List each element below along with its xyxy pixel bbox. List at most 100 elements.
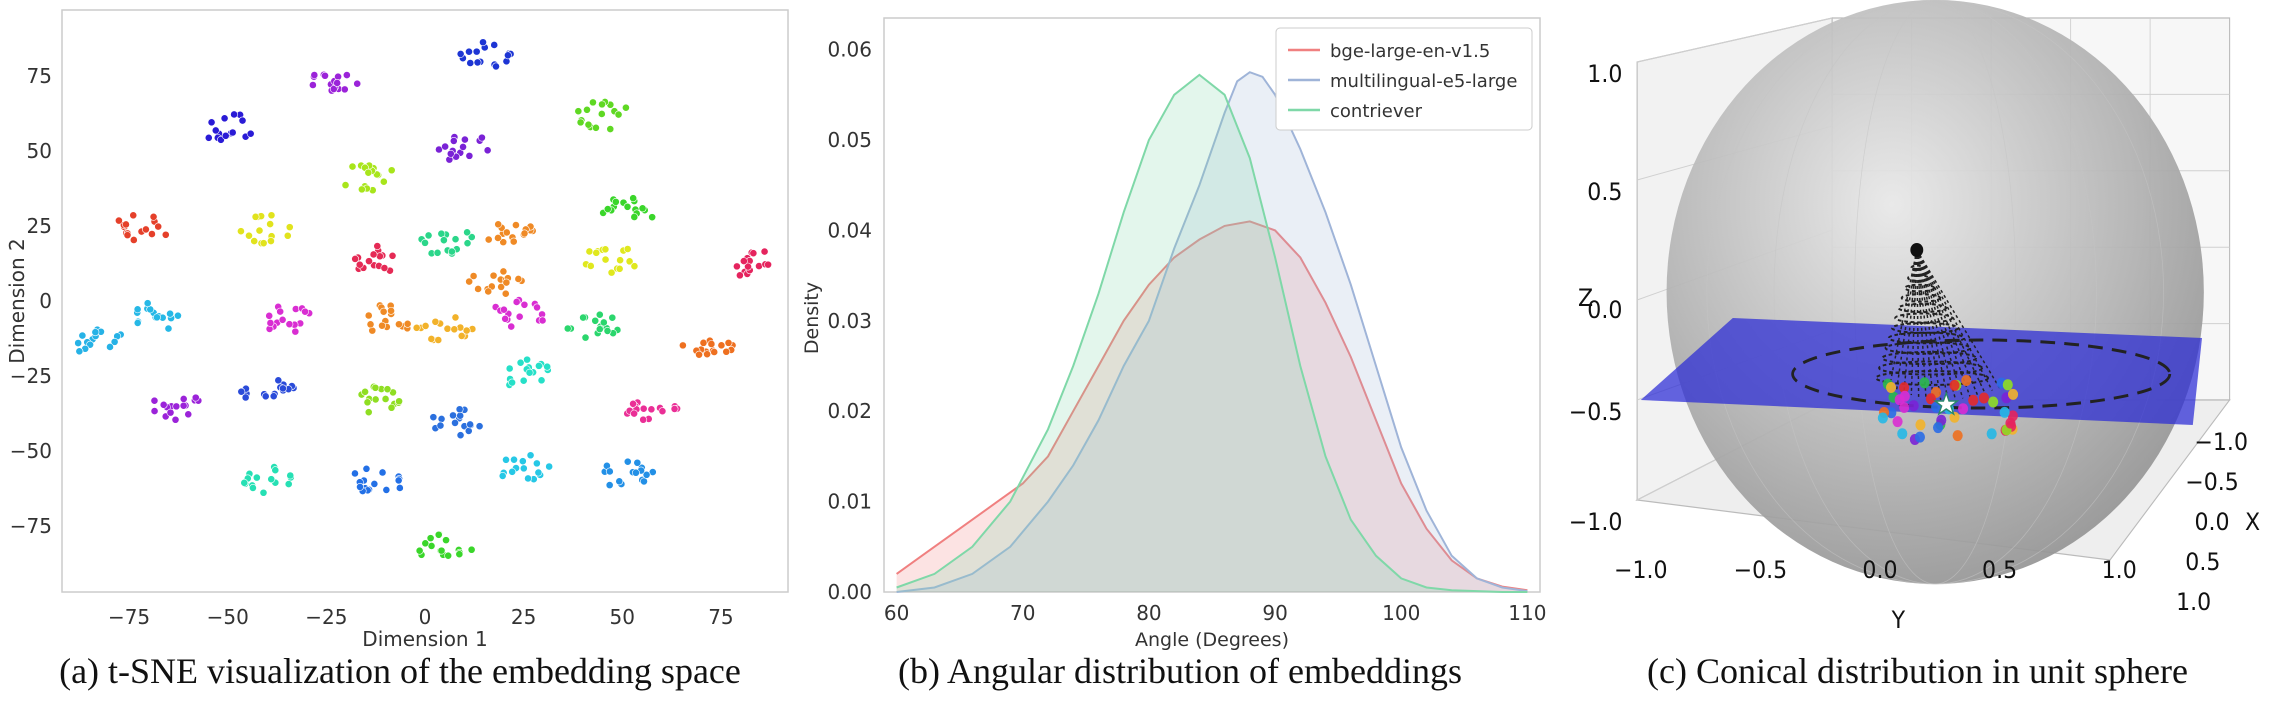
- tsne-point: [591, 316, 600, 325]
- tsne-cluster: [623, 398, 681, 424]
- sphere-meridian: [1706, 0, 2164, 585]
- cone-ring: [1887, 331, 1966, 345]
- x-tick-label: 25: [511, 605, 536, 629]
- tsne-point: [601, 255, 610, 264]
- embedding-point: [1877, 412, 1888, 424]
- tsne-point: [161, 230, 170, 239]
- cone-ray: [1916, 249, 1957, 400]
- density-area-chart: 60 70 80 90 100 110 0.00 0.01 0.02 0.03 0.04 0.05 0.…: [801, 17, 1546, 650]
- tsne-point: [129, 211, 138, 220]
- tsne-point: [421, 539, 430, 548]
- tsne-point: [499, 238, 508, 247]
- tsne-cluster: [204, 110, 255, 144]
- tsne-point: [341, 181, 350, 190]
- density-line-3: [896, 73, 1528, 593]
- tsne-point: [179, 395, 188, 403]
- tsne-point: [267, 475, 276, 484]
- tsne-point: [351, 254, 360, 263]
- cone-ray: [1916, 249, 1979, 396]
- legend-label: contriever: [1330, 101, 1423, 122]
- tsne-point: [340, 85, 349, 94]
- cone-apex-point: [1910, 243, 1924, 257]
- tsne-point: [250, 237, 259, 245]
- caption-c: (c) Conical distribution in unit sphere: [1647, 651, 2188, 691]
- tsne-point: [184, 410, 193, 419]
- legend-label: multilingual-e5-large: [1330, 71, 1517, 92]
- tsne-point: [356, 483, 364, 491]
- tsne-point: [150, 396, 159, 405]
- tsne-point: [492, 62, 500, 71]
- tsne-point: [699, 338, 708, 347]
- tsne-point: [597, 110, 606, 118]
- tsne-point: [133, 305, 142, 314]
- tsne-point: [230, 110, 239, 119]
- embedding-point: [1952, 430, 1963, 442]
- tsne-point: [459, 143, 467, 151]
- tsne-point: [479, 38, 487, 47]
- tsne-point: [361, 387, 369, 396]
- tsne-point: [291, 327, 300, 336]
- tsne-point: [457, 332, 466, 340]
- tsne-point: [631, 468, 640, 477]
- y-tick-label: 0.06: [827, 38, 872, 62]
- tsne-cluster: [237, 211, 294, 248]
- tsne-point: [574, 107, 583, 116]
- tsne-point: [638, 204, 647, 213]
- tsne-point: [379, 307, 388, 316]
- tsne-point: [436, 421, 445, 430]
- tsne-point: [365, 257, 373, 266]
- tsne-point: [179, 401, 188, 410]
- x-tick-label: −50: [207, 605, 249, 629]
- embedding-point: [1914, 431, 1925, 443]
- tsne-point: [472, 47, 481, 56]
- tsne-point: [378, 321, 386, 330]
- legend-box: [1275, 27, 1533, 131]
- tsne-point: [279, 384, 287, 393]
- tsne-point: [512, 221, 520, 229]
- panel-tsne: −75 −50 −25 0 25 50 75 75 50 25 0 −25 −50 −75 Dimensio…: [0, 0, 800, 709]
- tsne-point: [475, 422, 484, 431]
- x-tick-label: 60: [884, 601, 909, 625]
- tsne-point: [394, 476, 403, 485]
- tsne-point: [599, 318, 608, 327]
- tsne-point: [508, 467, 517, 476]
- tsne-point: [455, 550, 464, 559]
- y-tick-label: 0.02: [827, 399, 872, 423]
- tsne-point: [444, 551, 453, 560]
- y-axis-label: Y: [1891, 607, 1906, 634]
- embedding-point: [1932, 422, 1944, 434]
- x-tick-label: 0.0: [2195, 509, 2230, 536]
- tsne-point: [421, 322, 430, 330]
- tsne-point: [412, 323, 421, 332]
- tsne-point: [601, 245, 610, 254]
- tsne-point: [563, 324, 572, 333]
- tsne-point: [266, 319, 275, 327]
- tsne-point: [456, 50, 465, 58]
- tsne-cluster: [484, 220, 537, 247]
- tsne-cluster: [417, 228, 476, 258]
- tsne-point: [228, 128, 237, 137]
- embedding-point: [1961, 375, 1972, 386]
- tsne-point: [483, 146, 492, 155]
- tsne-cluster: [498, 451, 554, 484]
- tsne-point: [357, 185, 366, 194]
- tsne-point: [446, 149, 455, 158]
- tsne-point: [520, 229, 529, 238]
- tsne-point: [437, 415, 446, 423]
- tsne-point: [267, 211, 276, 220]
- x-tick-label: 80: [1136, 601, 1161, 625]
- tsne-point: [191, 393, 200, 402]
- tsne-cluster: [357, 382, 403, 417]
- tsne-point: [595, 310, 604, 319]
- tsne-point: [760, 247, 769, 256]
- tsne-point: [278, 315, 287, 324]
- tsne-cluster: [74, 325, 125, 356]
- tsne-point: [498, 472, 507, 480]
- tsne-point: [543, 362, 552, 371]
- tsne-point: [474, 285, 483, 293]
- density-area-1: [896, 221, 1528, 592]
- density-area-2: [896, 72, 1528, 592]
- tsne-point: [106, 343, 114, 351]
- tsne-point: [526, 451, 535, 460]
- tsne-point: [502, 455, 510, 464]
